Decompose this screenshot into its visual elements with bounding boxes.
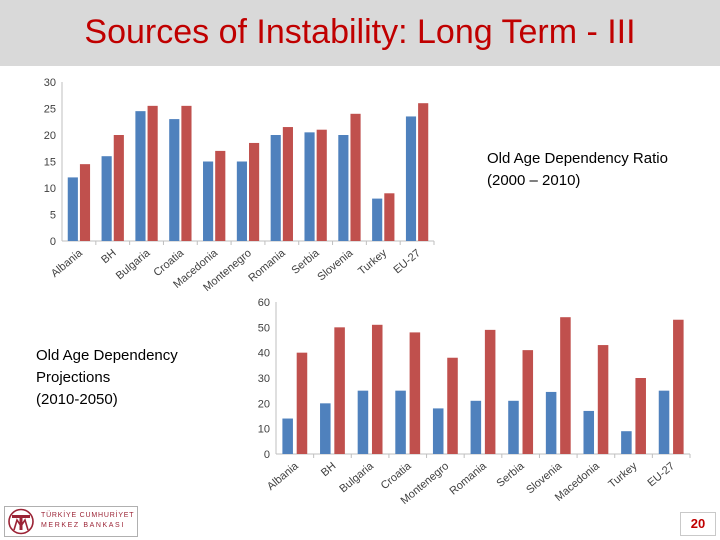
chart2-category-label: BH xyxy=(319,460,338,479)
chart1-category-label: Turkey xyxy=(356,247,390,278)
chart2-bar-2050-turkey xyxy=(635,378,646,454)
chart2-bar-2010-macedonia xyxy=(583,410,595,454)
chart2-ytick-10: 10 xyxy=(258,424,270,436)
chart1-bar-2000-eu-27 xyxy=(405,116,417,241)
chart2-ytick-60: 60 xyxy=(258,297,270,309)
chart1-bar-2010-bulgaria xyxy=(147,105,158,241)
chart1-ytick-25: 25 xyxy=(44,104,56,116)
chart2-category-label: EU-27 xyxy=(646,460,678,489)
chart1-ytick-30: 30 xyxy=(44,77,56,89)
logo-name-line1: TÜRKİYE CUMHURİYET xyxy=(41,512,135,519)
chart2-bar-2010-montenegro xyxy=(432,408,444,454)
chart2-bar-2010-serbia xyxy=(508,400,519,454)
chart1-bar-2010-croatia xyxy=(181,105,192,241)
chart2-caption: Old Age Dependency Projections (2010-205… xyxy=(36,345,236,411)
chart1-bar-2010-bh xyxy=(113,135,124,241)
chart1-caption: Old Age Dependency Ratio (2000 – 2010) xyxy=(487,148,717,192)
chart2-bar-2050-slovenia xyxy=(560,317,571,454)
page-number: 20 xyxy=(690,516,706,531)
chart2-bar-2010-albania xyxy=(282,418,293,454)
chart1-bar-2000-albania xyxy=(67,177,78,241)
chart2-ytick-40: 40 xyxy=(258,348,270,360)
page-title: Sources of Instability: Long Term - III xyxy=(84,13,636,51)
chart2-bar-2050-romania xyxy=(484,329,496,454)
chart1-bar-2010-slovenia xyxy=(350,113,361,241)
chart2-ytick-50: 50 xyxy=(258,322,270,334)
chart2-category-label: Turkey xyxy=(606,460,640,491)
chart1-category-label: BH xyxy=(99,247,118,266)
tcmb-logo-mark xyxy=(4,506,138,537)
chart1-bar-2010-turkey xyxy=(384,193,395,241)
chart1-ytick-20: 20 xyxy=(44,130,56,142)
chart2-bar-2010-slovenia xyxy=(545,391,557,454)
title-bar: Sources of Instability: Long Term - III xyxy=(0,0,720,66)
chart1-bar-2000-serbia xyxy=(304,132,315,241)
chart2-category-label: Serbia xyxy=(494,460,527,490)
chart1-category-label: Bulgaria xyxy=(114,247,153,283)
chart1-category-label: Slovenia xyxy=(315,247,356,284)
chart1-bar-2010-montenegro xyxy=(249,142,260,241)
chart1-bar-2000-bulgaria xyxy=(135,111,146,242)
chart2-category-label: Albania xyxy=(265,460,301,493)
chart2-bar-2050-eu-27 xyxy=(673,319,684,454)
chart2-caption-line3: (2010-2050) xyxy=(36,391,118,408)
chart2-bar-2010-croatia xyxy=(395,390,406,454)
logo-name-line2: MERKEZ BANKASI xyxy=(41,522,125,529)
chart2-bar-2010-eu-27 xyxy=(658,390,670,454)
chart1-bar-2010-albania xyxy=(79,164,91,241)
chart1-category-label: Albania xyxy=(49,247,85,280)
chart2-bar-2010-bulgaria xyxy=(357,390,369,454)
chart1-bar-2000-montenegro xyxy=(236,161,247,241)
chart1-bar-2010-romania xyxy=(282,127,293,241)
chart1-ytick-5: 5 xyxy=(50,210,56,222)
chart1-category-label: Romania xyxy=(246,247,288,285)
chart1-ytick-10: 10 xyxy=(44,183,56,195)
chart2-ytick-30: 30 xyxy=(258,373,270,385)
chart1-ytick-15: 15 xyxy=(44,157,56,169)
chart2-bar-2050-macedonia xyxy=(597,345,609,454)
chart1-caption-line2: (2000 – 2010) xyxy=(487,172,581,189)
chart2-bar-2010-turkey xyxy=(621,431,632,454)
chart1-bar-2010-serbia xyxy=(316,129,327,241)
chart1-bar-2000-turkey xyxy=(372,198,383,241)
chart1-caption-line1: Old Age Dependency Ratio xyxy=(487,150,668,167)
chart2-category-label: Croatia xyxy=(379,460,415,493)
chart2-category-label: Romania xyxy=(447,460,489,498)
chart1-bar-2000-bh xyxy=(101,156,112,241)
chart2-bar-2010-bh xyxy=(320,403,331,454)
chart2-caption-line1: Old Age Dependency xyxy=(36,347,178,364)
chart1-bar-2000-croatia xyxy=(169,119,180,241)
chart2-bar-2050-bulgaria xyxy=(371,324,383,454)
chart1-bar-2000-slovenia xyxy=(338,135,349,241)
chart2-bar-2050-bh xyxy=(334,327,345,454)
chart1-ytick-0: 0 xyxy=(50,236,56,248)
chart2-category-label: Bulgaria xyxy=(337,460,376,496)
chart2-bar-2050-croatia xyxy=(409,332,421,454)
page-number-box: 20 xyxy=(680,512,716,536)
chart2-ytick-0: 0 xyxy=(264,449,270,461)
chart-dependency-ratio: 0 5 10 15 20 25 30 Albania BH Bulgaria Croatia Mace… xyxy=(28,70,448,302)
chart2-bar-2050-serbia xyxy=(522,350,534,454)
chart1-category-label: EU-27 xyxy=(391,247,423,276)
chart-dependency-projections: 0 10 20 30 40 50 60 Albania BH Bulgaria Croatia Mon… xyxy=(246,294,692,528)
chart2-bar-2050-albania xyxy=(296,352,308,454)
chart2-ytick-20: 20 xyxy=(258,398,270,410)
chart1-bar-2010-eu-27 xyxy=(418,103,429,241)
chart1-bar-2010-macedonia xyxy=(215,150,226,241)
chart1-bar-2000-macedonia xyxy=(203,161,214,241)
chart2-bar-2050-montenegro xyxy=(447,357,458,454)
central-bank-logo: TÜRKİYE CUMHURİYET MERKEZ BANKASI xyxy=(4,506,138,537)
chart1-bar-2000-romania xyxy=(270,135,281,241)
chart2-bar-2010-romania xyxy=(470,400,482,454)
chart2-caption-line2: Projections xyxy=(36,369,111,386)
